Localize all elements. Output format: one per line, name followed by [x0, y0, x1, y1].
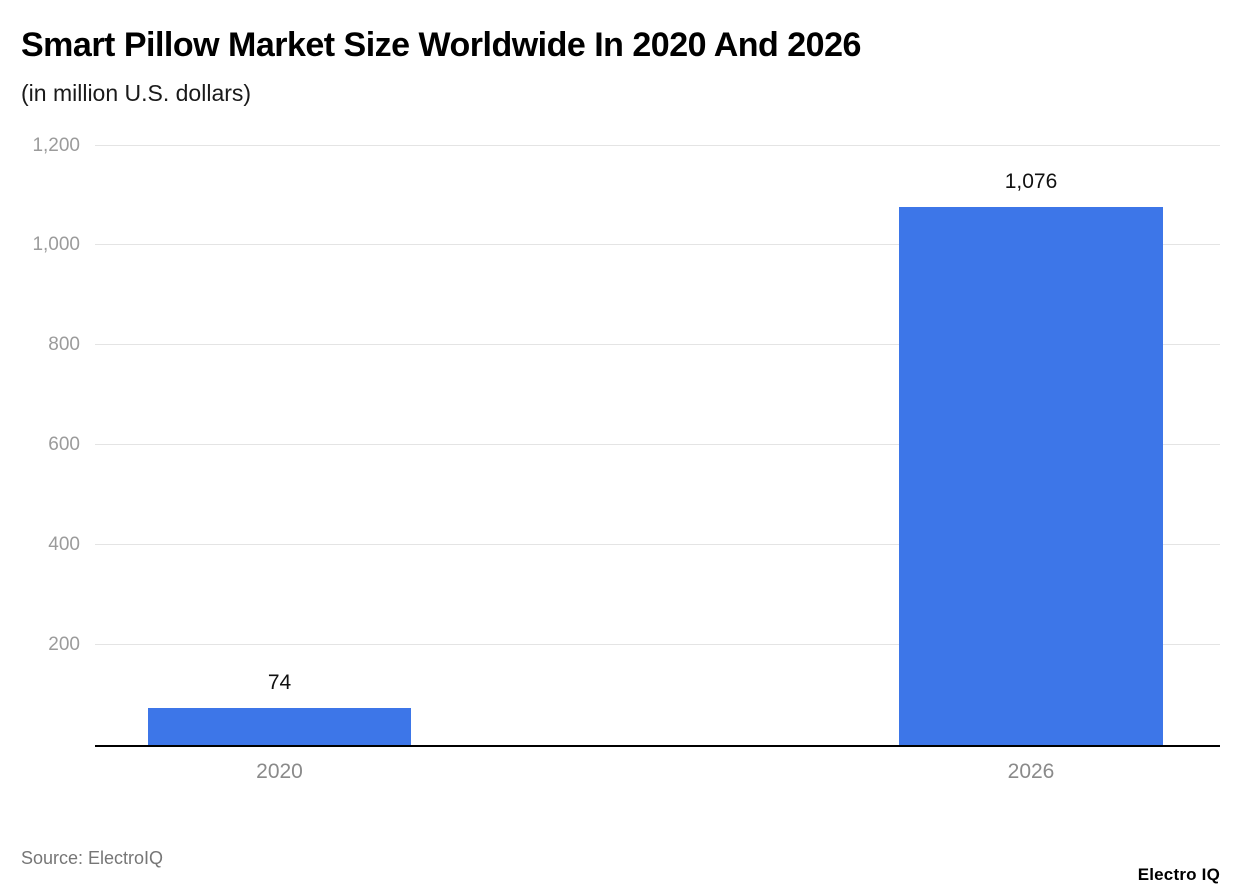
bar-value-label: 1,076 — [1004, 170, 1058, 194]
bar-2020 — [148, 707, 411, 745]
chart-header: Smart Pillow Market Size Worldwide In 20… — [0, 0, 1240, 107]
gridline — [95, 643, 1220, 645]
gridline — [95, 543, 1220, 545]
x-axis: 2020 2026 — [95, 747, 1220, 791]
bar-2026 — [899, 207, 1163, 745]
y-tick-label: 200 — [48, 633, 80, 655]
chart-subtitle: (in million U.S. dollars) — [21, 79, 252, 106]
x-tick-label: 2026 — [1007, 759, 1055, 783]
y-tick-label: 600 — [48, 434, 80, 455]
gridline — [95, 444, 1220, 445]
gridline — [95, 344, 1220, 346]
brand-logo: Electro IQ — [1137, 865, 1220, 884]
y-tick-label: 1,200 — [32, 134, 80, 156]
chart-title: Smart Pillow Market Size Worldwide In 20… — [21, 26, 861, 64]
y-tick-label: 800 — [48, 334, 80, 356]
gridline — [95, 244, 1220, 246]
x-tick-label: 2020 — [256, 759, 303, 783]
bar-value-label: 74 — [267, 670, 292, 694]
y-tick-label: 400 — [48, 533, 80, 555]
plot-area: 200 400 600 800 1,000 1,200 74 1,076 — [32, 135, 1220, 747]
gridline — [95, 144, 1220, 146]
chart: 200 400 600 800 1,000 1,200 74 1,076 2020 2026 — [0, 135, 1240, 791]
source-text: Source: ElectroIQ — [21, 848, 164, 868]
y-tick-label: 1,000 — [32, 234, 80, 256]
